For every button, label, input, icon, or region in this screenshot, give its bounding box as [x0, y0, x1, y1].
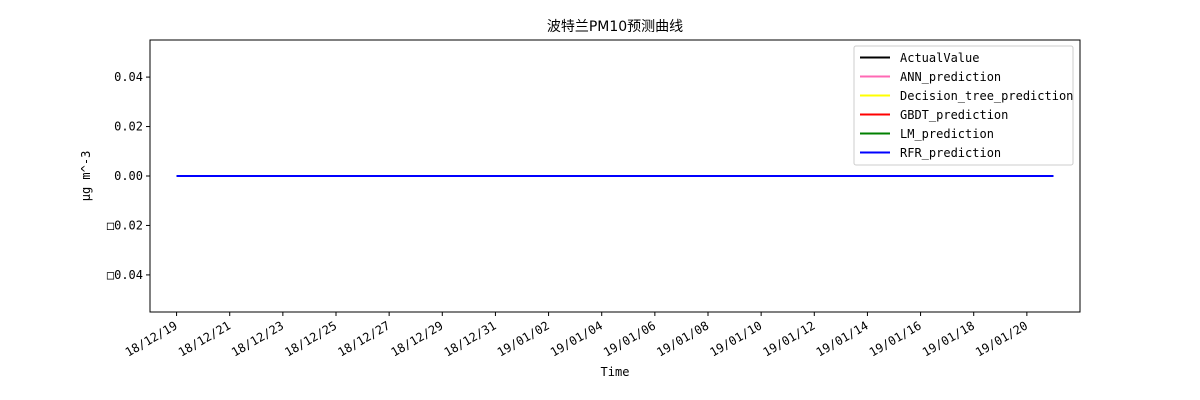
- y-axis-title: μg m^-3: [79, 151, 93, 202]
- legend-label: Decision_tree_prediction: [900, 89, 1073, 103]
- chart-title: 波特兰PM10预测曲线: [547, 19, 683, 35]
- x-tick-label: 18/12/25: [282, 319, 339, 360]
- x-tick-label: 19/01/06: [601, 319, 658, 360]
- y-tick-label: □0.02: [107, 218, 143, 232]
- x-tick-label: 18/12/31: [442, 319, 499, 360]
- x-tick-label: 19/01/14: [814, 319, 871, 360]
- x-tick-label: 19/01/08: [654, 319, 711, 360]
- y-tick-label: 0.00: [114, 169, 143, 183]
- y-tick-label: 0.04: [114, 70, 143, 84]
- y-tick-label: □0.04: [107, 268, 143, 282]
- x-tick-label: 19/01/20: [973, 319, 1030, 360]
- x-tick-label: 19/01/02: [495, 319, 552, 360]
- x-tick-label: 19/01/16: [867, 319, 924, 360]
- x-tick-label: 19/01/10: [707, 319, 764, 360]
- legend-label: ANN_prediction: [900, 70, 1001, 84]
- legend-label: GBDT_prediction: [900, 108, 1008, 122]
- x-tick-label: 18/12/23: [229, 319, 286, 360]
- legend-label: RFR_prediction: [900, 146, 1001, 160]
- x-axis: 18/12/1918/12/2118/12/2318/12/2518/12/27…: [123, 312, 1030, 360]
- x-tick-label: 18/12/19: [123, 319, 180, 360]
- legend-frame: [853, 45, 1074, 166]
- x-tick-label: 18/12/21: [176, 319, 233, 360]
- legend-label: ActualValue: [900, 51, 979, 65]
- y-axis: 0.04 0.02 0.00 □0.02 □0.04: [107, 70, 150, 282]
- legend-label: LM_prediction: [900, 127, 994, 141]
- legend: ActualValue ANN_prediction Decision_tree_p…: [853, 45, 1074, 166]
- x-tick-label: 19/01/12: [760, 319, 817, 360]
- x-tick-label: 19/01/18: [920, 319, 977, 360]
- x-tick-label: 18/12/27: [335, 319, 392, 360]
- x-tick-label: 19/01/04: [548, 319, 605, 360]
- y-tick-label: 0.02: [114, 120, 143, 134]
- x-axis-title: Time: [601, 365, 630, 379]
- x-tick-label: 18/12/29: [388, 319, 445, 360]
